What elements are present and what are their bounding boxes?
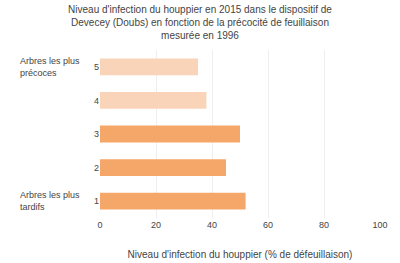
svg-text:20: 20 [151, 220, 161, 230]
svg-text:2: 2 [94, 163, 99, 173]
svg-text:4: 4 [94, 96, 99, 106]
svg-text:Niveau d'infection du houppier: Niveau d'infection du houppier (% de déf… [128, 249, 353, 260]
svg-text:Arbres les plustardifs: Arbres les plustardifs [20, 190, 80, 212]
svg-text:Arbres les plusprécoces: Arbres les plusprécoces [20, 56, 80, 78]
svg-text:1: 1 [94, 196, 99, 206]
svg-text:60: 60 [263, 220, 273, 230]
svg-text:Niveau d'infection du houppier: Niveau d'infection du houppier en 2015 d… [68, 4, 332, 41]
svg-text:3: 3 [94, 129, 99, 139]
svg-text:100: 100 [372, 220, 387, 230]
svg-text:40: 40 [207, 220, 217, 230]
svg-text:5: 5 [94, 62, 99, 72]
svg-text:80: 80 [319, 220, 329, 230]
svg-text:0: 0 [97, 220, 102, 230]
